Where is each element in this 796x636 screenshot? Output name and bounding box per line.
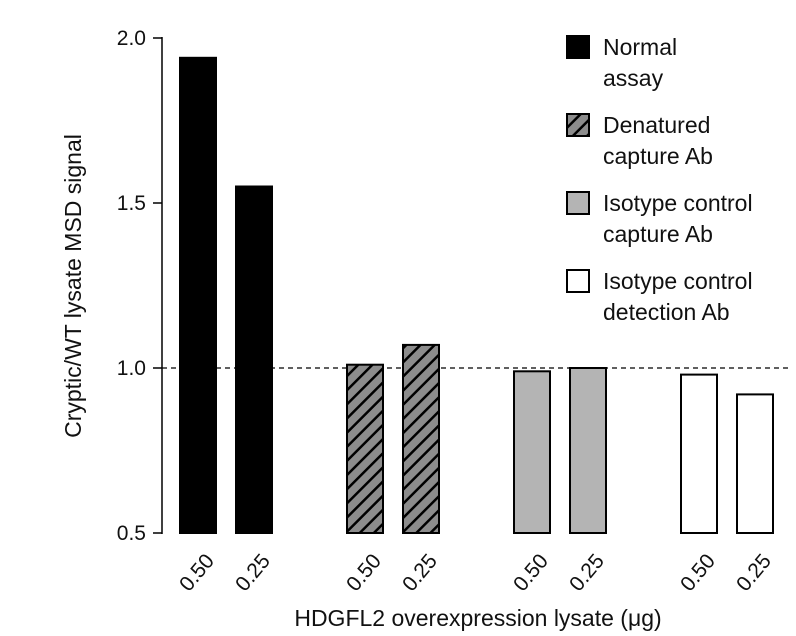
legend: Normal assay Denatured capture Ab Isotype co…	[566, 34, 753, 325]
x-tick-label: 0.50	[676, 550, 720, 596]
y-tick-label: 1.0	[117, 357, 146, 380]
x-tick-label: 0.25	[398, 550, 442, 596]
bar	[346, 363, 384, 535]
legend-label: Isotype control	[603, 268, 753, 294]
bar	[569, 367, 607, 534]
legend-label: Denatured	[603, 112, 710, 138]
legend-label: Normal	[603, 34, 677, 60]
x-tick-label: 0.50	[509, 550, 553, 596]
legend-swatch	[566, 113, 590, 137]
y-tick-label: 2.0	[117, 27, 146, 50]
y-axis-title: Cryptic/WT lysate MSD signal	[60, 134, 86, 438]
bar	[235, 185, 273, 534]
x-axis-title: HDGFL2 overexpression lysate (μg)	[294, 605, 661, 631]
bar	[513, 370, 551, 534]
legend-swatch	[566, 269, 590, 293]
x-tick-label: 0.50	[175, 550, 219, 596]
legend-swatch	[566, 191, 590, 215]
y-tick-label: 1.5	[117, 192, 146, 215]
bar	[680, 373, 718, 534]
x-tick-label: 0.25	[732, 550, 776, 596]
x-tick-label: 0.25	[565, 550, 609, 596]
legend-label: capture Ab	[603, 221, 713, 247]
legend-swatch	[566, 35, 590, 59]
legend-label: assay	[603, 65, 664, 91]
y-tick-label: 0.5	[117, 522, 146, 545]
bars-layer	[179, 56, 774, 535]
legend-label: detection Ab	[603, 299, 730, 325]
x-tick-label: 0.25	[231, 550, 275, 596]
bar	[179, 56, 217, 535]
x-tick-label: 0.50	[342, 550, 386, 596]
bar	[402, 343, 440, 534]
legend-label: Isotype control	[603, 190, 753, 216]
bar	[736, 393, 774, 534]
legend-label: capture Ab	[603, 143, 713, 169]
